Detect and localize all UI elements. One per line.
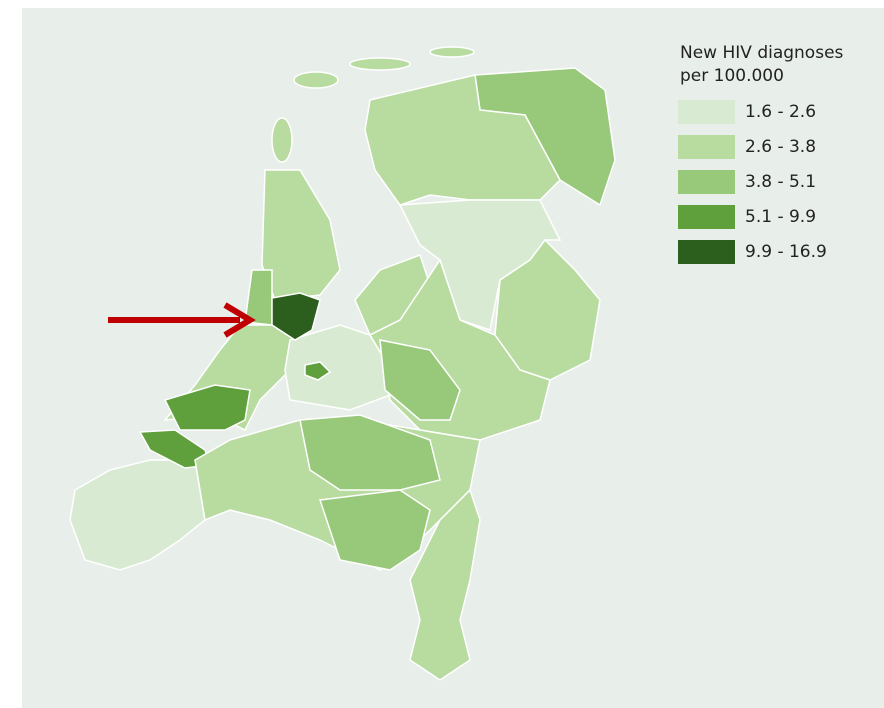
- region: [271, 292, 321, 341]
- legend-title: per 100.000: [680, 66, 784, 86]
- region: [379, 339, 461, 421]
- legend-label: 1.6 - 2.6: [745, 102, 816, 122]
- legend-swatch: [678, 100, 735, 124]
- regions: [69, 46, 616, 681]
- legend-label: 5.1 - 9.9: [745, 207, 816, 227]
- legend-label: 9.9 - 16.9: [745, 242, 827, 262]
- region: [69, 459, 206, 571]
- legend-swatch: [678, 205, 735, 229]
- region: [271, 117, 293, 163]
- legend-swatch: [678, 135, 735, 159]
- region: [293, 71, 339, 89]
- arrow: [108, 302, 256, 338]
- legend-swatch: [678, 170, 735, 194]
- region: [163, 384, 251, 431]
- region: [299, 414, 441, 491]
- legend-swatch: [678, 240, 735, 264]
- legend-title: New HIV diagnoses: [680, 43, 844, 63]
- region: [304, 361, 332, 381]
- arrow-head: [223, 302, 256, 338]
- region: [429, 46, 475, 58]
- legend: New HIV diagnoses per 100.000 1.6 - 2.6 2…: [678, 43, 844, 264]
- legend-label: 2.6 - 3.8: [745, 137, 816, 157]
- region: [318, 489, 431, 571]
- region: [409, 488, 481, 681]
- legend-label: 3.8 - 5.1: [745, 172, 816, 192]
- region: [349, 57, 411, 71]
